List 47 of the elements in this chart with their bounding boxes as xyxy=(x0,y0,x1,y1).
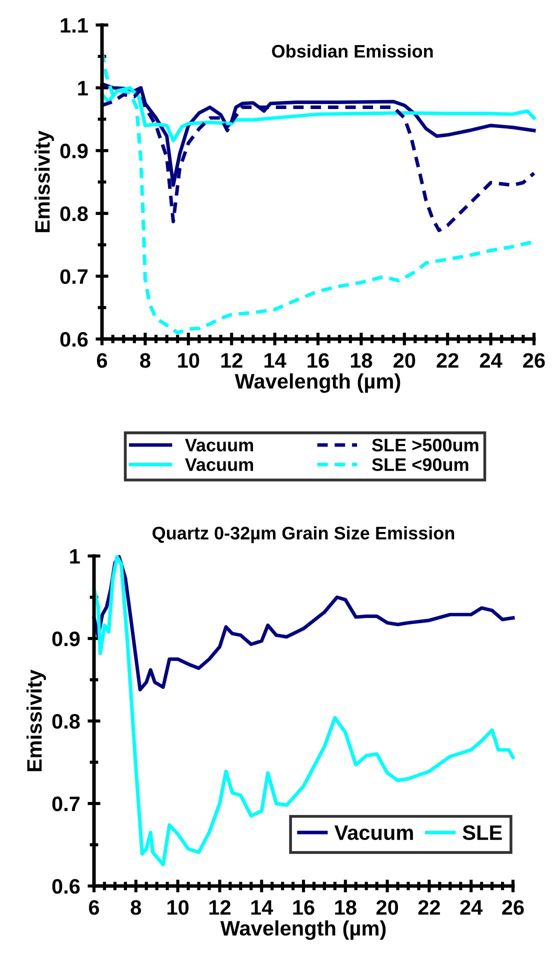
y-axis-title: Emissivity xyxy=(34,130,54,232)
text: Obsidian Emission xyxy=(272,44,433,58)
chart-title: Quartz 0-32µm Grain Size Emission xyxy=(152,526,454,544)
y-tick-label: 0.6 xyxy=(60,332,88,347)
y-tick-label: 0.9 xyxy=(60,144,88,158)
legend-label: Vacuum xyxy=(185,458,254,472)
x-tick-label: 14 xyxy=(251,900,274,915)
y-tick-label: 1 xyxy=(70,549,80,564)
x-tick-label: 24 xyxy=(460,900,483,915)
x-tick-label: 10 xyxy=(178,353,200,368)
x-tick-label: 24 xyxy=(480,353,502,368)
y-tick-label: 0.8 xyxy=(52,714,80,729)
x-tick-label: 12 xyxy=(221,353,242,368)
y-tick-label: 0.8 xyxy=(60,206,88,222)
x-tick-label: 26 xyxy=(523,353,545,368)
x-tick-label: 12 xyxy=(209,900,230,915)
x-tick-label: 20 xyxy=(376,900,398,915)
y-tick-label: 0.9 xyxy=(52,632,80,646)
x-tick-label: 6 xyxy=(96,353,108,368)
y-tick-label: 0.7 xyxy=(60,269,88,284)
x-tick-label: 20 xyxy=(394,353,416,368)
x-tick-label: 26 xyxy=(502,900,524,915)
legend-label: Vacuum xyxy=(334,825,413,840)
x-tick-label: 14 xyxy=(264,353,286,368)
x-tick-label: 18 xyxy=(350,353,372,368)
line-series xyxy=(92,555,515,692)
legend-label: SLE xyxy=(462,825,502,840)
legend-label: Vacuum xyxy=(185,438,254,452)
x-tick-label: 10 xyxy=(168,900,189,915)
legend-label: SLE >500um xyxy=(372,438,478,452)
x-tick-label: 18 xyxy=(335,900,356,915)
y-tick-label: 1.1 xyxy=(60,18,88,33)
x-tick-label: 16 xyxy=(293,900,314,915)
x-tick-label: 16 xyxy=(308,353,329,368)
y-tick-label: 0.7 xyxy=(52,796,80,812)
y-axis-title: Emissivity xyxy=(26,670,46,772)
line-series xyxy=(92,555,515,866)
y-tick-label: 0.6 xyxy=(52,879,80,894)
x-tick-label: 6 xyxy=(88,900,100,915)
x-axis-title: Wavelength (µm) xyxy=(234,373,400,393)
x-axis-title: Wavelength (µm) xyxy=(220,920,386,940)
x-tick-label: 22 xyxy=(418,900,440,915)
x-tick-label: 8 xyxy=(140,353,150,368)
x-tick-label: 8 xyxy=(130,900,142,915)
y-tick-label: 1 xyxy=(78,81,88,96)
legend-label: SLE <90um xyxy=(372,458,468,472)
x-tick-label: 22 xyxy=(436,353,458,368)
